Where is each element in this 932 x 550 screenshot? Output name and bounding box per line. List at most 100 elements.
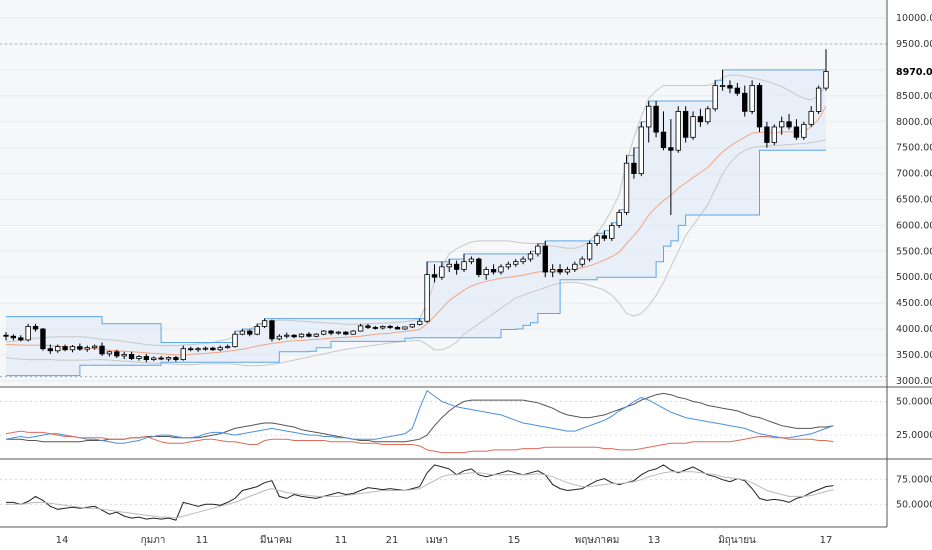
candle (195, 347, 201, 352)
candle (121, 351, 127, 360)
candle-body (557, 269, 563, 273)
candle-body (121, 353, 127, 357)
candle-body (719, 85, 726, 87)
candle-body (417, 320, 423, 325)
candle-body (705, 108, 711, 123)
candle-body (254, 326, 260, 335)
candle (291, 334, 297, 339)
indicator-2-tick-label: 50.0000 (896, 499, 932, 510)
price-tick-label: 9500.00 (896, 39, 932, 50)
indicator-2-tick-label: 75.0000 (896, 475, 932, 486)
candle-body (808, 110, 814, 125)
candle-body (284, 334, 290, 337)
candle (417, 318, 423, 326)
candle-body (32, 326, 39, 330)
candle (114, 349, 120, 359)
candle-body (490, 269, 497, 273)
candle-body (247, 330, 253, 335)
candle (505, 261, 512, 270)
candle-body (476, 258, 482, 276)
candle (712, 80, 718, 112)
candle-body (409, 323, 415, 328)
candle (180, 345, 186, 361)
price-tick-label: 5500.00 (896, 246, 932, 257)
candle-body (727, 85, 733, 89)
candle-body (601, 235, 608, 239)
candle (705, 106, 711, 125)
candle-body (3, 334, 9, 337)
candle-body (638, 126, 644, 174)
candle-body (586, 243, 593, 260)
bollinger-upper-line (5, 74, 827, 347)
candle (306, 332, 312, 338)
candle (158, 355, 164, 361)
candle-body (513, 261, 519, 265)
candle (188, 346, 194, 352)
candle-body (801, 123, 807, 138)
candle (106, 350, 113, 357)
candle-body (343, 331, 349, 335)
candle-body (10, 335, 17, 339)
candle (247, 329, 253, 337)
candle (609, 222, 615, 241)
candle-body (151, 357, 157, 360)
candle-body (320, 330, 327, 335)
candle (439, 261, 445, 280)
candle (623, 155, 630, 216)
candle (424, 261, 430, 323)
candle-body (91, 345, 98, 349)
candle-body (217, 347, 223, 351)
candle (394, 325, 401, 330)
candle (675, 106, 681, 153)
candle (653, 101, 659, 138)
candle (446, 259, 452, 273)
indicator-2-series-line (6, 471, 834, 519)
candle-body (40, 328, 46, 350)
candle (431, 264, 438, 283)
indicator-1-bg (0, 388, 887, 458)
candle (84, 345, 90, 352)
candle (815, 85, 822, 114)
candle (47, 344, 53, 354)
candle (143, 353, 150, 363)
candle (786, 113, 792, 130)
candle-body (99, 345, 105, 355)
candle (601, 230, 608, 241)
candle-body (195, 348, 201, 351)
candle-body (69, 346, 76, 351)
candle (320, 330, 327, 336)
candle (372, 325, 379, 330)
indicator-1-tick-label: 50.0000 (896, 396, 932, 407)
candle-body (387, 326, 393, 328)
price-tick-label: 8000.00 (896, 117, 932, 128)
x-axis-label: เมษา (426, 535, 448, 546)
price-tick-label: 7000.00 (896, 169, 932, 180)
candle-body (431, 274, 438, 278)
candle (461, 253, 467, 273)
candle (10, 334, 17, 341)
candle-body (313, 333, 319, 337)
candle (801, 121, 807, 140)
x-axis-label: 13 (648, 535, 661, 546)
indicator-panel-1 (0, 388, 887, 458)
candle-body (136, 356, 142, 359)
candle (69, 345, 76, 353)
candle-body (128, 353, 135, 359)
candle (483, 266, 489, 280)
channel-low-line (6, 149, 826, 377)
candle-body (210, 347, 216, 351)
candle (719, 69, 726, 91)
candle (217, 345, 223, 352)
candle (579, 256, 585, 267)
candle (350, 330, 356, 335)
candle-body (793, 126, 800, 138)
candle (727, 80, 733, 94)
candle (549, 264, 556, 278)
candle-body (756, 85, 763, 128)
candle (520, 256, 526, 265)
candle (498, 264, 504, 275)
candle (557, 264, 563, 275)
candle-body (114, 351, 120, 357)
